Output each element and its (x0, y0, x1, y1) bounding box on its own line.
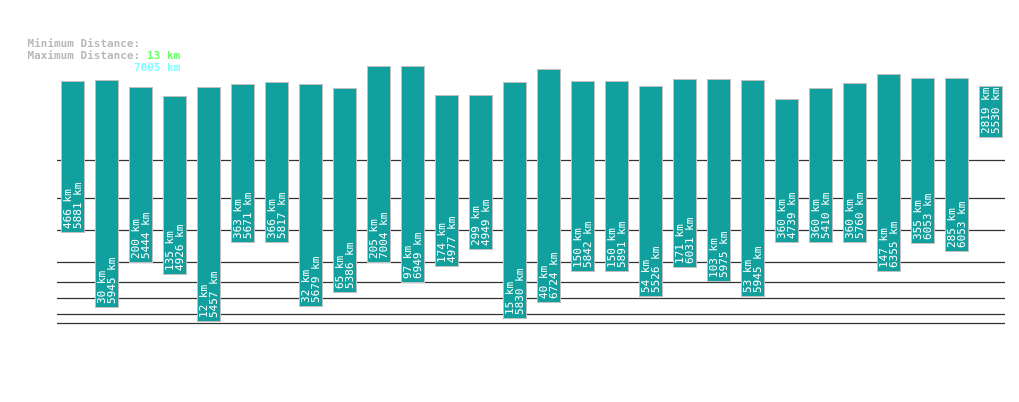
bar-max-label: 5386 km (343, 242, 356, 289)
bar-min-label: 363 km (231, 199, 244, 239)
distance-bar (605, 81, 629, 272)
bar-max-label: 5444 km (139, 212, 152, 259)
distance-bar (537, 69, 561, 303)
bar-max-label: 5817 km (275, 192, 288, 239)
distance-bar (639, 86, 663, 297)
bar-max-label: 4926 km (173, 224, 186, 271)
bar-max-label: 5891 km (615, 221, 628, 268)
bar-min-label: 150 km (571, 228, 584, 268)
bar-max-label: 4977 km (445, 216, 458, 263)
bar-max-label: 4739 km (785, 192, 798, 239)
distance-bar (707, 79, 731, 282)
distance-bar (843, 83, 867, 243)
bar-min-label: 200 km (129, 219, 142, 259)
max-distance-label: Maximum Distance: (27, 49, 141, 62)
bar-max-label: 6053 km (921, 193, 934, 240)
bar-min-label: 360 km (809, 199, 822, 239)
min-distance-row: Minimum Distance: 13 km (1, 26, 181, 74)
bar-max-label: 5945 km (105, 257, 118, 304)
distance-bar (503, 82, 527, 319)
max-distance-row: Maximum Distance: 7005 km (1, 38, 181, 86)
distance-bar (333, 88, 357, 293)
distance-bar (95, 80, 119, 308)
distance-bar (877, 74, 901, 272)
bar-max-label: 5830 km (513, 268, 526, 315)
max-distance-value: 7005 km (134, 61, 181, 74)
bar-max-label: 5842 km (581, 221, 594, 268)
bar-max-label: 6724 km (547, 252, 560, 299)
bar-min-label: 360 km (775, 199, 788, 239)
bar-min-label: 15 km (503, 282, 516, 315)
bar-max-label: 5975 km (717, 231, 730, 278)
bar-min-label: 54 km (639, 260, 652, 293)
bar-max-label: 5945 km (751, 246, 764, 293)
bar-min-label: 205 km (367, 219, 380, 259)
bar-min-label: 150 km (605, 228, 618, 268)
bar-max-label: 6355 km (887, 221, 900, 268)
bar-min-label: 2819 km (979, 87, 992, 134)
distance-bar (469, 95, 493, 250)
distance-bar (435, 95, 459, 267)
bar-min-label: 135 km (163, 231, 176, 271)
bar-min-label: 171 km (673, 224, 686, 264)
bar-max-label: 5530 km (989, 87, 1002, 134)
bar-min-label: 299 km (469, 206, 482, 246)
distance-bar (571, 81, 595, 272)
distance-bar (809, 88, 833, 243)
distance-bar (197, 87, 221, 322)
bar-min-label: 30 km (95, 271, 108, 304)
bar-max-label: 4949 km (479, 199, 492, 246)
bar-max-label: 5457 km (207, 271, 220, 318)
min-distance-value: 13 km (147, 49, 181, 62)
distance-bar (401, 66, 425, 283)
bar-max-label: 7004 km (377, 212, 390, 259)
distance-bar (61, 81, 85, 233)
distance-bar (299, 84, 323, 307)
distance-bar (741, 80, 765, 297)
bar-max-label: 5881 km (71, 182, 84, 229)
bar-min-label: 97 km (401, 246, 414, 279)
bar-min-label: 12 km (197, 285, 210, 318)
distance-bar (775, 99, 799, 243)
distance-bar (231, 84, 255, 243)
bar-max-label: 6053 km (955, 201, 968, 248)
bar-min-label: 103 km (707, 238, 720, 278)
bar-max-label: 6031 km (683, 217, 696, 264)
bar-min-label: 174 km (435, 223, 448, 263)
distance-bar (979, 86, 1003, 138)
bar-max-label: 6949 km (411, 232, 424, 279)
bar-min-label: 466 km (61, 189, 74, 229)
bar-min-label: 366 km (265, 199, 278, 239)
bar-max-label: 5760 km (853, 192, 866, 239)
bar-min-label: 32 km (299, 270, 312, 303)
bar-min-label: 40 km (537, 266, 550, 299)
bar-min-label: 285 km (945, 208, 958, 248)
bar-min-label: 360 km (843, 199, 856, 239)
bar-min-label: 355 km (911, 200, 924, 240)
distance-bar (673, 79, 697, 268)
bar-min-label: 65 km (333, 256, 346, 289)
bar-min-label: 147 km (877, 228, 890, 268)
distance-bar (911, 78, 935, 244)
distance-bar (265, 82, 289, 243)
bar-min-label: 53 km (741, 260, 754, 293)
distance-bar (163, 96, 187, 275)
bar-max-label: 5671 km (241, 192, 254, 239)
bar-max-label: 5679 km (309, 256, 322, 303)
min-distance-label: Minimum Distance: (27, 37, 141, 50)
distance-bar (367, 66, 391, 263)
distance-bar (129, 87, 153, 263)
bar-max-label: 5526 km (649, 246, 662, 293)
bar-max-label: 5410 km (819, 192, 832, 239)
distance-bar (945, 78, 969, 252)
